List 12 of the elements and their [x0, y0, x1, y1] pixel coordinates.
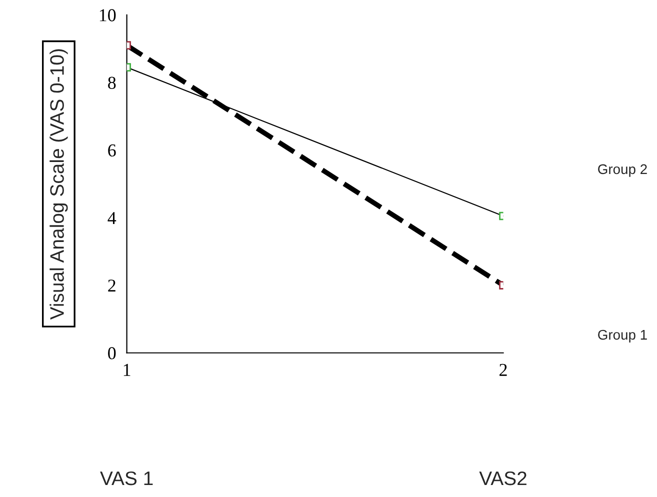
text: Group 2: [598, 164, 647, 177]
y-tick-label: 2: [108, 280, 116, 292]
x-tick-label: 1: [124, 364, 130, 376]
text: VAS2: [479, 471, 526, 486]
y-tick-label: 6: [108, 144, 116, 157]
y-axis-title: Visual Analog Scale (VAS 0-10): [50, 49, 68, 320]
text: Group 1: [598, 330, 647, 342]
y-tick-label: 0: [108, 347, 116, 360]
y-tick-label: 8: [108, 76, 116, 89]
text: VAS 1: [100, 471, 153, 486]
y-tick-label: 10: [100, 9, 116, 22]
y-tick-label: 4: [108, 212, 116, 224]
